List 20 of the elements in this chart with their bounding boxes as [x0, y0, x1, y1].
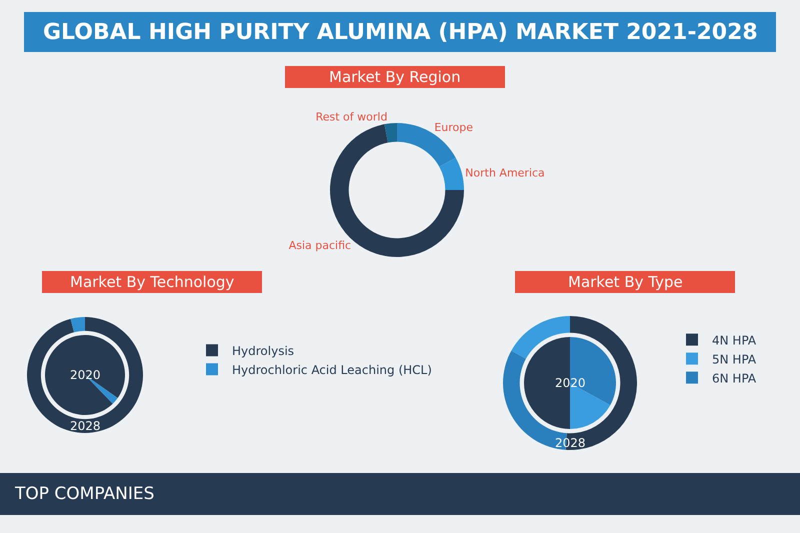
legend-label: Hydrochloric Acid Leaching (HCL): [232, 362, 432, 377]
slice-label: 2028: [70, 419, 101, 433]
legend-label: 6N HPA: [712, 371, 757, 386]
chart-title: Market By Technology: [70, 273, 234, 291]
slice-label: Asia pacific: [288, 238, 352, 252]
legend-label: Hydrolysis: [232, 344, 294, 358]
slice-label: Rest of world: [316, 110, 388, 124]
slice-label: Europe: [434, 121, 474, 134]
slice-label: North America: [465, 166, 545, 180]
text: TOP COMPANIES: [14, 484, 154, 504]
legend-label: 5N HPA: [712, 352, 757, 366]
donut-slice: [439, 158, 464, 190]
chart-title: Market By Region: [329, 68, 461, 86]
donut-slice: [384, 123, 397, 143]
legend-label: 4N HPA: [712, 333, 757, 348]
text: GLOBAL HIGH PURITY ALUMINA (HPA) MARKET 2021-2028: [43, 20, 758, 45]
slice-label: 2028: [555, 436, 586, 450]
slice-label: 2020: [555, 376, 586, 390]
chart-title: Market By Type: [568, 273, 683, 291]
slice-label: 2020: [70, 368, 101, 382]
